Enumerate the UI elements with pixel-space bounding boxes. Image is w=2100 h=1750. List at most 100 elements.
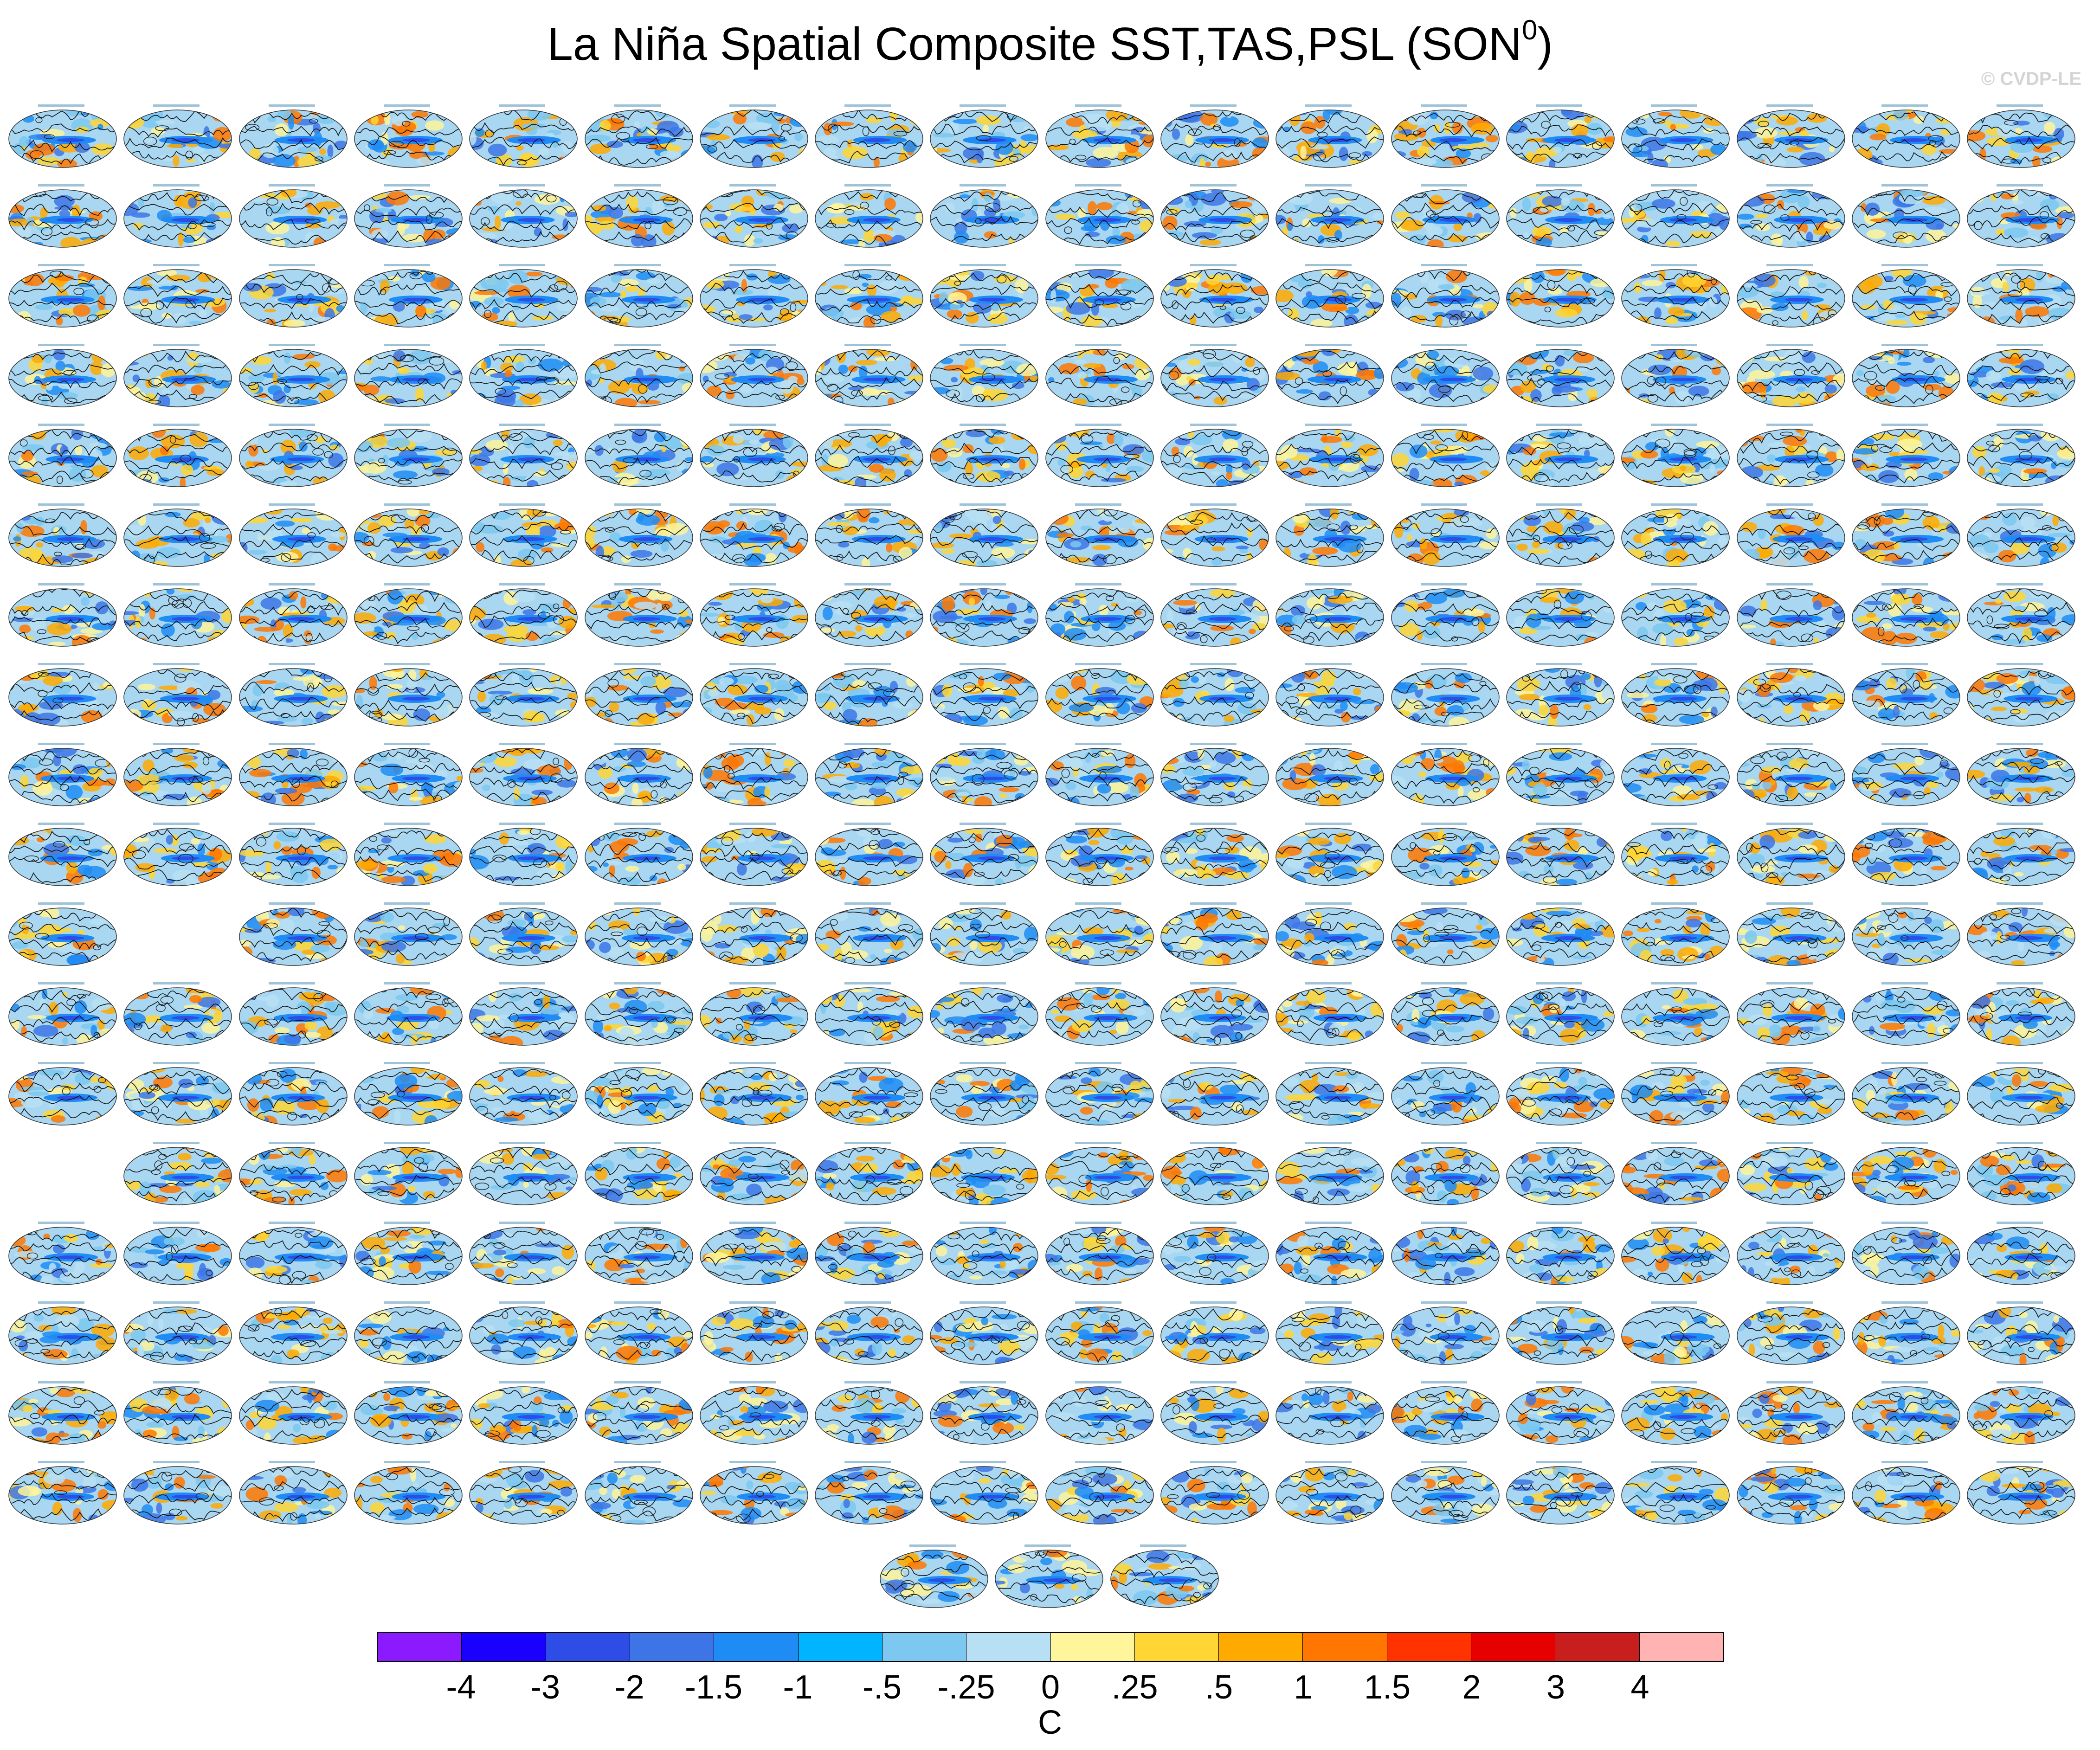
map-panel (1273, 741, 1387, 811)
map-panel (697, 1220, 811, 1290)
map-panel (6, 183, 120, 252)
colorbar-box (1639, 1633, 1723, 1661)
map-panel (697, 662, 811, 731)
colorbar-box (1050, 1633, 1135, 1661)
map-panel (1043, 741, 1157, 811)
map-panel (812, 342, 926, 412)
map-panel (6, 342, 120, 412)
map-panel (697, 422, 811, 492)
map-panel (1734, 821, 1848, 891)
map-panel (236, 103, 350, 173)
map-panel (351, 1380, 465, 1449)
map-panel (236, 981, 350, 1050)
map-panel (466, 1220, 580, 1290)
map-panel (1158, 1460, 1272, 1529)
colorbar-box (1303, 1633, 1387, 1661)
map-panel (121, 582, 235, 651)
map-panel (1734, 183, 1848, 252)
map-panel (1503, 263, 1617, 332)
map-panel (466, 103, 580, 173)
map-panel (992, 1543, 1106, 1613)
map-panel (236, 422, 350, 492)
map-panel (121, 183, 235, 252)
map-panel (1043, 901, 1157, 971)
map-panel (1043, 1380, 1157, 1449)
map-panel (927, 263, 1041, 332)
map-panel (6, 422, 120, 492)
map-panel (1734, 1300, 1848, 1370)
map-panel (1388, 1140, 1502, 1210)
map-panel (1158, 1061, 1272, 1130)
map-panel (582, 981, 696, 1050)
map-panel (812, 1140, 926, 1210)
map-panel (466, 1460, 580, 1529)
colorbar-tick-label: .5 (1205, 1669, 1233, 1706)
map-panel (6, 263, 120, 332)
map-panel (236, 1460, 350, 1529)
map-panel (697, 582, 811, 651)
map-panel (1734, 981, 1848, 1050)
map-panel (1388, 1061, 1502, 1130)
map-panel (812, 263, 926, 332)
map-panel (1273, 1220, 1387, 1290)
map-panel (1158, 981, 1272, 1050)
map-panel (6, 502, 120, 572)
map-panel (582, 741, 696, 811)
map-panel (927, 981, 1041, 1050)
map-panel (1158, 582, 1272, 651)
map-panel (927, 502, 1041, 572)
map-panel (1388, 741, 1502, 811)
map-panel (582, 582, 696, 651)
map-panel (582, 662, 696, 731)
map-panel (1503, 1220, 1617, 1290)
map-panel (1849, 901, 1963, 971)
map-panel (236, 1220, 350, 1290)
map-panel (466, 1140, 580, 1210)
map-panel (121, 981, 235, 1050)
map-panel (927, 1460, 1041, 1529)
map-panel (1849, 981, 1963, 1050)
map-panel (351, 1220, 465, 1290)
map-panel (1849, 1380, 1963, 1449)
map-panel (1618, 342, 1733, 412)
map-panel (812, 103, 926, 173)
map-panel (1618, 1460, 1733, 1529)
map-panel (1618, 821, 1733, 891)
map-panel (466, 183, 580, 252)
map-panel (582, 502, 696, 572)
map-panel (121, 422, 235, 492)
map-panel (1158, 741, 1272, 811)
map-panel (236, 821, 350, 891)
map-panel (1849, 422, 1963, 492)
map-panel (1158, 502, 1272, 572)
colorbar-tick-label: -3 (530, 1669, 560, 1706)
map-panel (1849, 183, 1963, 252)
map-panel (1734, 502, 1848, 572)
colorbar-tick-label: -4 (446, 1669, 476, 1706)
title-text: La Niña Spatial Composite SST,TAS,PSL (S… (547, 18, 1522, 70)
map-panel (1158, 1380, 1272, 1449)
map-panel (582, 422, 696, 492)
map-panel (236, 502, 350, 572)
map-panel (1964, 901, 2078, 971)
map-panel (1388, 183, 1502, 252)
map-panel (1158, 1140, 1272, 1210)
map-panel (697, 981, 811, 1050)
map-panel (697, 103, 811, 173)
map-panel (812, 1460, 926, 1529)
map-panel (1043, 662, 1157, 731)
map-panel (582, 263, 696, 332)
map-panel (1503, 183, 1617, 252)
map-panel (927, 901, 1041, 971)
map-panel (697, 1061, 811, 1130)
map-panel (1734, 422, 1848, 492)
map-panel (582, 342, 696, 412)
map-panel (1964, 103, 2078, 173)
map-panel (927, 1061, 1041, 1130)
map-panel (1273, 662, 1387, 731)
map-panel (351, 1300, 465, 1370)
map-panel (236, 1140, 350, 1210)
colorbar-tick-label: 1 (1294, 1669, 1313, 1706)
map-panel (1158, 103, 1272, 173)
map-panel (351, 1460, 465, 1529)
